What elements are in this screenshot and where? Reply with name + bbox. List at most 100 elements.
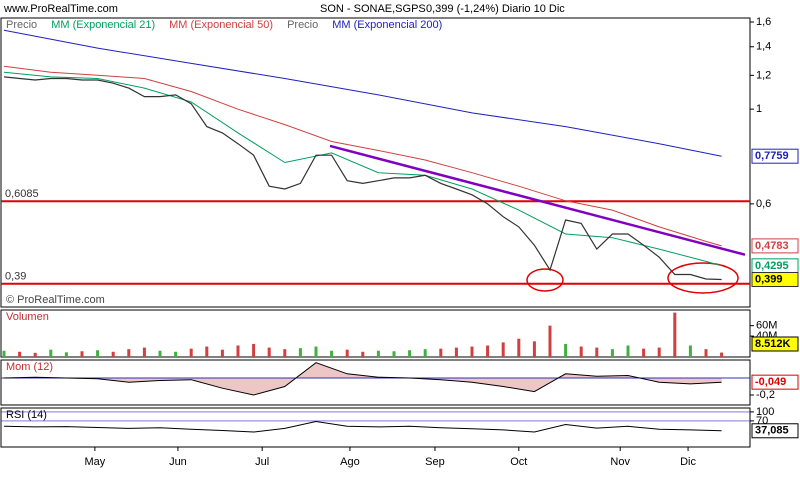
price-line	[3, 76, 722, 281]
y-tick-label: 100	[756, 406, 774, 418]
x-tick-label: Ago	[340, 456, 360, 468]
volume-bar	[174, 351, 178, 357]
volume-bar	[236, 345, 240, 357]
x-tick-label: May	[84, 456, 105, 468]
x-tick-label: Nov	[610, 456, 630, 468]
volume-bar	[408, 350, 412, 357]
volume-bar	[205, 346, 209, 357]
volume-bar	[423, 349, 427, 357]
last-value-box	[751, 272, 799, 288]
volume-bar	[298, 348, 302, 357]
chart-title: SON - SONAE,SGPS	[320, 3, 426, 15]
volume-bar	[283, 349, 287, 357]
y-tick-label: 1	[756, 103, 762, 115]
volume-bar	[142, 347, 146, 357]
legend-entry: Precio	[287, 19, 318, 31]
panel-title: Mom (12)	[6, 361, 53, 373]
last-value-label: 8.512K	[755, 338, 791, 350]
y-tick-label: 60M	[756, 320, 777, 332]
last-value-box	[751, 336, 799, 352]
highlight	[667, 262, 739, 294]
volume-bar	[501, 342, 505, 357]
volume-bar	[548, 325, 552, 357]
x-tick-label: Jul	[255, 456, 269, 468]
volume-bar	[517, 338, 521, 357]
volume-bar	[470, 346, 474, 357]
volume-bar	[220, 349, 224, 357]
site: www.ProRealTime.com	[3, 3, 118, 15]
last-value-box	[751, 238, 799, 254]
volume-bar	[111, 351, 115, 357]
volume-bar	[642, 348, 646, 357]
volume-bar	[18, 351, 22, 357]
footer: © ProRealTime.com	[6, 294, 105, 306]
x-tick-label: Jun	[169, 456, 187, 468]
last-value-box	[751, 374, 799, 390]
volume-bar	[454, 347, 458, 357]
last-value-label: -0,049	[755, 376, 786, 388]
volume-bar	[158, 350, 162, 357]
y-tick-label: 1,4	[756, 41, 771, 53]
volume-bar	[532, 341, 536, 357]
volume-bar	[267, 347, 271, 357]
last-value-box	[751, 423, 799, 439]
volume-bar	[392, 351, 396, 357]
last-value-box	[751, 148, 799, 164]
last-value-label: 0,399	[755, 273, 783, 285]
x-tick-label: Dic	[680, 456, 696, 468]
legend-entry: MM (Exponencial 21)	[51, 19, 155, 31]
volume-bar	[33, 352, 37, 357]
y-tick-label: -0,2	[756, 389, 775, 401]
volume-bar	[579, 346, 583, 357]
x-tick-label: Oct	[510, 456, 527, 468]
panel-title: Volumen	[6, 311, 49, 323]
highlight	[526, 268, 564, 292]
x-tick-label: Sep	[425, 456, 445, 468]
volume-bar	[2, 350, 6, 357]
volume-bar	[595, 347, 599, 357]
moving-average	[3, 65, 722, 247]
volume-bar	[720, 352, 724, 357]
momentum-line	[3, 362, 722, 396]
volume-bar	[361, 351, 365, 357]
volume-bar	[252, 343, 256, 357]
y-tick-label: 1,2	[756, 69, 771, 81]
legend-entry: MM (Exponencial 200)	[332, 19, 442, 31]
rsi-line	[3, 420, 722, 433]
y-tick-label: 0,6	[756, 198, 771, 210]
volume-bar	[127, 349, 131, 357]
legend-entry: Precio	[6, 19, 37, 31]
last-value-label: 0,4783	[755, 240, 789, 252]
volume-bar	[626, 345, 630, 357]
y-tick-label: 1,6	[756, 16, 771, 28]
legend-entry: MM (Exponencial 50)	[169, 19, 273, 31]
moving-average	[3, 71, 722, 267]
volume-bar	[80, 351, 84, 357]
volume-bar	[610, 349, 614, 357]
volume-bar	[330, 350, 334, 357]
volume-bar	[688, 345, 692, 357]
panel-title: RSI (14)	[6, 409, 47, 421]
volume-bar	[345, 349, 349, 357]
volume-bar	[64, 352, 68, 357]
volume-bar	[189, 348, 193, 357]
level-label: 0,6085	[5, 188, 39, 200]
volume-bar	[96, 350, 100, 357]
volume-bar	[314, 346, 318, 357]
last-value-label: 0,4295	[755, 260, 789, 272]
volume-bar	[439, 348, 443, 357]
volume-bar	[564, 343, 568, 357]
trendline	[329, 144, 746, 256]
volume-bar	[376, 350, 380, 357]
volume-bar	[673, 312, 677, 357]
last-value-label: 0,7759	[755, 150, 789, 162]
level-label: 0,39	[5, 271, 26, 283]
moving-average	[3, 29, 722, 157]
volume-bar	[486, 345, 490, 357]
chart-subtitle: 0,399 (-1,24%) Diario 10 Dic	[426, 3, 565, 15]
volume-bar	[49, 349, 53, 357]
volume-bar	[657, 347, 661, 357]
